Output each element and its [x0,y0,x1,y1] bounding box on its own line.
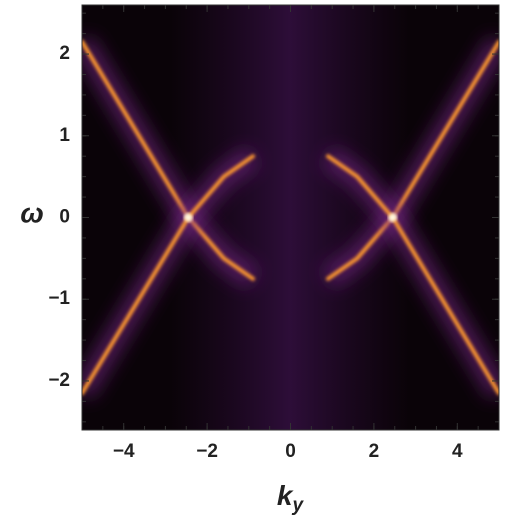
y-tick-label: −1 [48,288,70,309]
x-tick-label: −4 [113,441,135,462]
y-tick-label: 2 [59,43,70,64]
x-axis-label: ky [277,480,305,516]
x-axis-label-sub: y [292,495,305,516]
crossing [184,213,193,222]
band [82,154,255,396]
y-axis-label: ω [20,197,43,228]
x-axis-label-base: k [277,480,294,511]
crossing [388,213,397,222]
x-tick-label: 0 [285,441,296,462]
x-tick-label: 4 [452,441,463,462]
plot-area [82,5,499,430]
y-tick-label: −2 [48,370,70,391]
x-tick-label: 2 [369,441,380,462]
band [326,39,499,281]
y-tick-label: 1 [59,125,70,146]
band [326,154,499,396]
band [82,39,255,281]
center-glow [170,5,410,430]
x-tick-label: −2 [196,441,218,462]
y-tick-label: 0 [59,207,70,228]
